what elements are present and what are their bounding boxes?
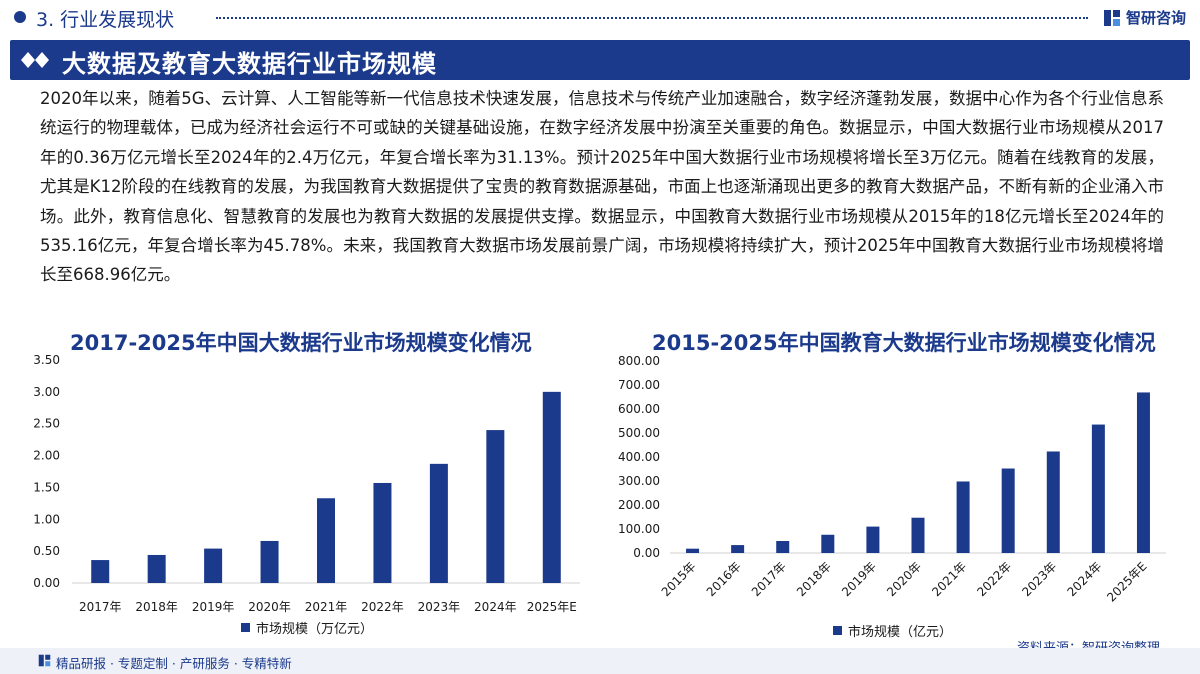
bigdata-ytick-label: 3.50 (33, 353, 60, 367)
bigdata-bar (260, 540, 279, 583)
edu-xtick-label: 2020年 (884, 559, 924, 599)
legend-swatch (833, 626, 842, 635)
edu-ytick-label: 200.00 (618, 498, 660, 512)
edu-bar (686, 548, 700, 553)
footer-logo-icon (38, 654, 51, 667)
chart-title-education-big-data: 2015-2025年中国教育大数据行业市场规模变化情况 (652, 331, 1156, 355)
edu-xtick-label: 2021年 (929, 559, 969, 599)
legend-education-big-data: 市场规模（亿元） (833, 621, 952, 640)
legend-swatch (241, 623, 250, 632)
bigdata-bar (373, 482, 392, 583)
bigdata-bar (317, 498, 335, 583)
edu-bar (731, 545, 745, 553)
section-banner: 大数据及教育大数据行业市场规模 (10, 40, 1190, 80)
diamond-icon (21, 52, 49, 68)
bigdata-xtick-label: 2019年 (192, 600, 235, 614)
bigdata-xtick-label: 2018年 (135, 600, 178, 614)
edu-ytick-label: 400.00 (618, 450, 660, 464)
bigdata-ytick-label: 3.00 (33, 385, 60, 399)
edu-ytick-label: 100.00 (618, 522, 660, 536)
edu-bar (821, 534, 835, 553)
section-title: 3. 行业发展现状 (36, 9, 175, 31)
edu-bar (866, 526, 880, 553)
edu-bar (1046, 451, 1060, 553)
section-dot-icon (14, 11, 26, 23)
bigdata-bar (486, 430, 505, 583)
bigdata-xtick-label: 2023年 (418, 600, 461, 614)
edu-xtick-label: 2024年 (1065, 559, 1105, 599)
bigdata-xtick-label: 2017年 (79, 600, 122, 614)
edu-xtick-label: 2022年 (974, 559, 1014, 599)
bigdata-ytick-label: 1.00 (33, 512, 60, 526)
edu-xtick-label: 2025年E (1104, 559, 1149, 604)
bigdata-ytick-label: 2.50 (33, 417, 60, 431)
edu-xtick-label: 2023年 (1019, 559, 1059, 599)
bigdata-xtick-label: 2025年E (527, 600, 577, 614)
edu-bar (911, 517, 925, 553)
bigdata-ytick-label: 0.50 (33, 544, 60, 558)
chart-title-big-data: 2017-2025年中国大数据行业市场规模变化情况 (70, 331, 532, 355)
bigdata-bar (91, 560, 110, 583)
edu-ytick-label: 600.00 (618, 402, 660, 416)
brand-logo: 智研咨询 (1103, 7, 1186, 28)
edu-bar (956, 481, 970, 553)
edu-xtick-label: 2018年 (794, 559, 834, 599)
edu-ytick-label: 500.00 (618, 426, 660, 440)
bigdata-bar (147, 554, 166, 583)
bigdata-bar (204, 548, 223, 583)
edu-xtick-label: 2015年 (659, 559, 699, 599)
brand-logo-icon (1103, 9, 1120, 26)
legend-label: 市场规模（亿元） (848, 625, 953, 640)
bigdata-bar (429, 463, 448, 583)
bigdata-ytick-label: 0.00 (33, 576, 60, 590)
bigdata-xtick-label: 2024年 (474, 600, 517, 614)
edu-ytick-label: 300.00 (618, 474, 660, 488)
edu-xtick-label: 2017年 (749, 559, 789, 599)
bigdata-bar (542, 391, 561, 583)
legend-big-data: 市场规模（万亿元） (241, 618, 373, 637)
edu-ytick-label: 800.00 (618, 354, 660, 368)
edu-xtick-label: 2016年 (704, 559, 744, 599)
bigdata-xtick-label: 2022年 (361, 600, 404, 614)
footer-bar: 精品研报 · 专题定制 · 产研服务 · 专精特新 (0, 648, 1200, 674)
bigdata-ytick-label: 2.00 (33, 449, 60, 463)
edu-xtick-label: 2019年 (839, 559, 879, 599)
edu-ytick-label: 700.00 (618, 378, 660, 392)
edu-bar (1091, 424, 1105, 553)
edu-bar (776, 541, 790, 553)
bigdata-xtick-label: 2021年 (305, 600, 348, 614)
footer-text: 精品研报 · 专题定制 · 产研服务 · 专精特新 (56, 656, 292, 671)
banner-title: 大数据及教育大数据行业市场规模 (62, 50, 437, 78)
bigdata-ytick-label: 1.50 (33, 480, 60, 494)
body-paragraph: 2020年以来，随着5G、云计算、人工智能等新一代信息技术快速发展，信息技术与传… (40, 89, 1164, 285)
header-dotted-rule (216, 17, 1088, 19)
edu-bar (1001, 468, 1015, 553)
edu-ytick-label: 0.00 (633, 546, 660, 560)
top-bar: 3. 行业发展现状 智研咨询 (0, 0, 1200, 36)
bigdata-xtick-label: 2020年 (248, 600, 291, 614)
edu-bar (1136, 392, 1150, 553)
brand-name: 智研咨询 (1125, 9, 1186, 27)
legend-label: 市场规模（万亿元） (256, 622, 374, 637)
